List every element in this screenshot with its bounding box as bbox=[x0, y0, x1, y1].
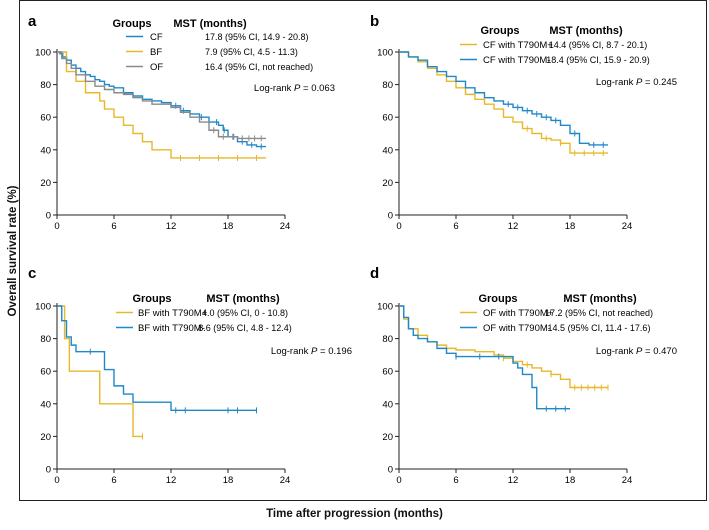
survival-curve-of-with-t790m- bbox=[399, 305, 608, 389]
legend-series-name: OF bbox=[150, 62, 163, 73]
legend-series-name: CF with T790M- bbox=[483, 55, 550, 66]
x-tick-label: 24 bbox=[622, 475, 633, 486]
legend-groups-header: Groups bbox=[480, 25, 519, 37]
legend-mst-value: 17.2 (95% CI, not reached) bbox=[545, 308, 653, 318]
logrank-p-value: Log-rank P = 0.063 bbox=[254, 83, 335, 94]
y-tick-label: 80 bbox=[40, 334, 51, 345]
legend-mst-value: 7.9 (95% CI, 4.5 - 11.3) bbox=[205, 47, 298, 57]
y-tick-label: 0 bbox=[46, 465, 51, 476]
y-tick-label: 40 bbox=[40, 145, 51, 156]
legend-mst-value: 14.4 (95% CI, 8.7 - 20.1) bbox=[549, 40, 648, 50]
y-tick-label: 80 bbox=[40, 80, 51, 91]
y-tick-label: 100 bbox=[377, 48, 393, 59]
figure-frame bbox=[19, 0, 707, 501]
panel-a: a 0 20 40 60 80 100 0 6 12 18 24 Groups MST (months) C… bbox=[28, 13, 335, 232]
x-tick-label: 24 bbox=[280, 221, 291, 232]
legend-mst-value: 8.6 (95% CI, 4.8 - 12.4) bbox=[198, 323, 292, 333]
x-tick-label: 12 bbox=[166, 475, 177, 486]
legend-series-name: OF with T790M+ bbox=[483, 308, 554, 319]
legend-mst-header: MST (months) bbox=[549, 25, 623, 37]
logrank-p-value: Log-rank P = 0.245 bbox=[596, 77, 677, 88]
legend-mst-value: 17.8 (95% CI, 14.9 - 20.8) bbox=[205, 32, 309, 42]
y-tick-label: 60 bbox=[40, 113, 51, 124]
y-tick-label: 60 bbox=[40, 367, 51, 378]
survival-curve-bf bbox=[57, 51, 266, 159]
panel-letter: d bbox=[370, 265, 379, 282]
y-tick-label: 80 bbox=[382, 80, 393, 91]
x-tick-label: 18 bbox=[565, 221, 576, 232]
x-tick-label: 24 bbox=[622, 221, 633, 232]
panel-letter: c bbox=[28, 265, 36, 282]
x-tick-label: 0 bbox=[54, 221, 59, 232]
x-axis-label: Time after progression (months) bbox=[266, 508, 443, 520]
legend-mst-value: 4.0 (95% CI, 0 - 10.8) bbox=[202, 308, 288, 318]
y-tick-label: 100 bbox=[35, 302, 51, 313]
legend-groups-header: Groups bbox=[112, 18, 151, 30]
x-tick-label: 12 bbox=[166, 221, 177, 232]
y-tick-label: 40 bbox=[382, 399, 393, 410]
survival-curve-cf-with-t790m- bbox=[399, 51, 608, 146]
x-tick-label: 12 bbox=[508, 475, 519, 486]
x-tick-label: 0 bbox=[396, 221, 401, 232]
legend-groups-header: Groups bbox=[478, 293, 517, 305]
panel-d: d 0 20 40 60 80 100 0 6 12 18 24 Groups MST (months) O… bbox=[370, 265, 677, 486]
logrank-p-value: Log-rank P = 0.470 bbox=[596, 346, 677, 357]
legend-mst-value: 18.4 (95% CI, 15.9 - 20.9) bbox=[546, 55, 650, 65]
x-tick-label: 0 bbox=[54, 475, 59, 486]
y-tick-label: 40 bbox=[382, 145, 393, 156]
legend-mst-value: 14.5 (95% CI, 11.4 - 17.6) bbox=[548, 323, 651, 333]
y-tick-label: 0 bbox=[388, 465, 393, 476]
x-tick-label: 6 bbox=[111, 221, 116, 232]
survival-curve-bf-with-t790m- bbox=[57, 305, 143, 438]
legend-series-name: BF bbox=[150, 47, 162, 58]
x-tick-label: 18 bbox=[223, 221, 234, 232]
x-tick-label: 6 bbox=[453, 475, 458, 486]
x-tick-label: 18 bbox=[565, 475, 576, 486]
x-tick-label: 0 bbox=[396, 475, 401, 486]
legend-series-name: CF with T790M+ bbox=[483, 40, 553, 51]
panel-b: b 0 20 40 60 80 100 0 6 12 18 24 Groups MST (months) C… bbox=[370, 13, 677, 232]
x-tick-label: 24 bbox=[280, 475, 291, 486]
y-tick-label: 40 bbox=[40, 399, 51, 410]
y-tick-label: 100 bbox=[35, 48, 51, 59]
x-tick-label: 12 bbox=[508, 221, 519, 232]
x-tick-label: 6 bbox=[111, 475, 116, 486]
legend-series-name: CF bbox=[150, 32, 163, 43]
panel-letter: b bbox=[370, 13, 379, 30]
y-tick-label: 100 bbox=[377, 302, 393, 313]
legend-mst-header: MST (months) bbox=[206, 293, 280, 305]
survival-curve-of bbox=[57, 51, 266, 140]
legend-series-name: BF with T790M- bbox=[138, 323, 205, 334]
legend-mst-value: 16.4 (95% CI, not reached) bbox=[205, 62, 313, 72]
legend-series-name: OF with T790M- bbox=[483, 323, 551, 334]
y-tick-label: 80 bbox=[382, 334, 393, 345]
y-tick-label: 20 bbox=[40, 178, 51, 189]
x-tick-label: 6 bbox=[453, 221, 458, 232]
y-tick-label: 20 bbox=[382, 432, 393, 443]
panel-c: c 0 20 40 60 80 100 0 6 12 18 24 Groups MST (months) B… bbox=[28, 265, 352, 486]
panel-letter: a bbox=[28, 13, 37, 30]
y-tick-label: 20 bbox=[382, 178, 393, 189]
legend-groups-header: Groups bbox=[132, 293, 171, 305]
x-tick-label: 18 bbox=[223, 475, 234, 486]
y-tick-label: 0 bbox=[388, 211, 393, 222]
logrank-p-value: Log-rank P = 0.196 bbox=[271, 346, 352, 357]
y-tick-label: 60 bbox=[382, 367, 393, 378]
y-tick-label: 0 bbox=[46, 211, 51, 222]
y-tick-label: 20 bbox=[40, 432, 51, 443]
survival-curve-bf-with-t790m- bbox=[57, 305, 257, 412]
survival-curve-of-with-t790m- bbox=[399, 305, 570, 410]
legend-mst-header: MST (months) bbox=[173, 18, 247, 30]
legend-series-name: BF with T790M+ bbox=[138, 308, 208, 319]
y-tick-label: 60 bbox=[382, 113, 393, 124]
legend-mst-header: MST (months) bbox=[563, 293, 637, 305]
